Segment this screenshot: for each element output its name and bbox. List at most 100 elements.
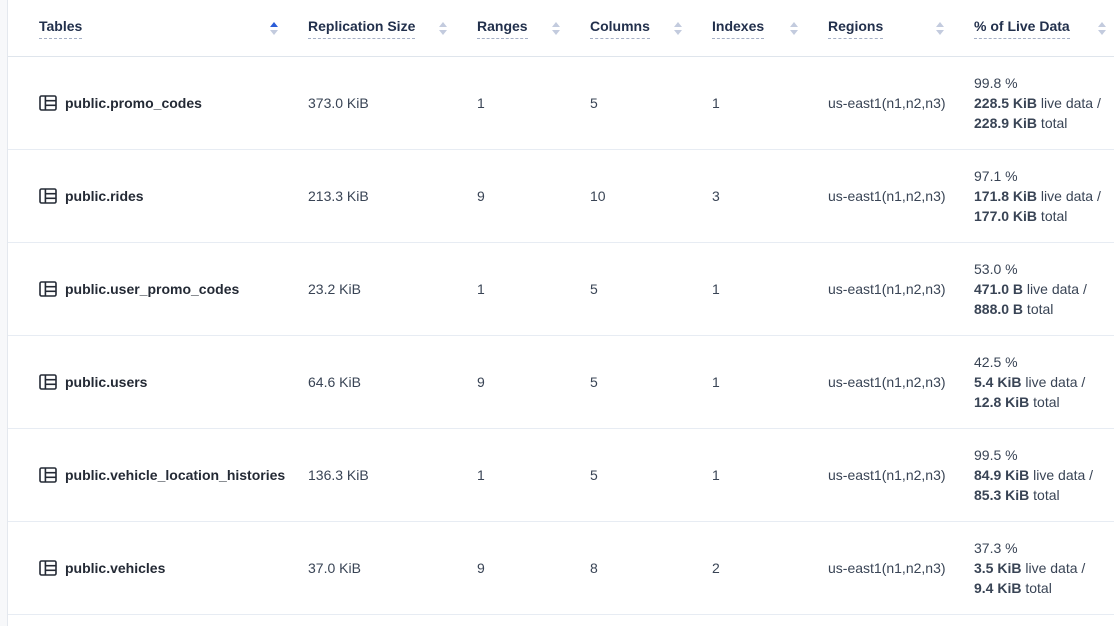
replication-size-cell: 213.3 KiB: [308, 188, 369, 204]
column-header-label: Regions: [828, 18, 884, 39]
indexes-cell: 1: [712, 95, 720, 111]
indexes-cell: 1: [712, 281, 720, 297]
live-percent: 99.5 %: [974, 447, 1018, 463]
live-size-line: 471.0 B live data /: [974, 281, 1087, 297]
columns-cell: 10: [590, 188, 606, 204]
table-name-cell: public.users: [8, 372, 308, 392]
sort-arrows-icon[interactable]: [439, 21, 447, 35]
live-data-cell: 99.8 % 228.5 KiB live data / 228.9 KiB t…: [974, 73, 1114, 133]
live-percent: 97.1 %: [974, 168, 1018, 184]
column-header-tables[interactable]: Tables: [8, 0, 308, 56]
live-size-line: 84.9 KiB live data /: [974, 467, 1094, 483]
columns-cell: 5: [590, 95, 598, 111]
ranges-cell: 1: [477, 95, 485, 111]
table-name-link[interactable]: public.promo_codes: [65, 95, 202, 111]
live-percent: 53.0 %: [974, 261, 1018, 277]
regions-cell: us-east1(n1,n2,n3): [828, 95, 946, 111]
live-percent: 99.8 %: [974, 75, 1018, 91]
replication-size-cell: 37.0 KiB: [308, 560, 361, 576]
sort-arrows-icon[interactable]: [270, 21, 278, 35]
sort-arrows-icon[interactable]: [936, 21, 944, 35]
table-row[interactable]: public.rides 213.3 KiB 9 10 3 us-east1(n…: [8, 150, 1114, 243]
regions-cell: us-east1(n1,n2,n3): [828, 467, 946, 483]
table-icon: [39, 281, 57, 297]
regions-cell: us-east1(n1,n2,n3): [828, 281, 946, 297]
table-name-link[interactable]: public.user_promo_codes: [65, 281, 240, 297]
total-size-line: 177.0 KiB total: [974, 208, 1068, 224]
total-size-line: 9.4 KiB total: [974, 580, 1052, 596]
table-icon: [39, 95, 57, 111]
column-header-percent-live-data[interactable]: % of Live Data: [974, 0, 1114, 56]
replication-size-cell: 136.3 KiB: [308, 467, 369, 483]
table-name-link[interactable]: public.vehicles: [65, 560, 166, 576]
table-icon: [39, 467, 57, 483]
live-percent: 42.5 %: [974, 354, 1018, 370]
total-size-line: 888.0 B total: [974, 301, 1054, 317]
table-name-cell: public.user_promo_codes: [8, 279, 308, 299]
column-header-replication-size[interactable]: Replication Size: [308, 0, 477, 56]
column-header-label: Columns: [590, 18, 650, 39]
regions-cell: us-east1(n1,n2,n3): [828, 374, 946, 390]
table-name-cell: public.promo_codes: [8, 93, 308, 113]
total-size-line: 228.9 KiB total: [974, 115, 1068, 131]
table-icon: [39, 188, 57, 204]
ranges-cell: 9: [477, 374, 485, 390]
regions-cell: us-east1(n1,n2,n3): [828, 188, 946, 204]
table-name-link[interactable]: public.rides: [65, 188, 144, 204]
regions-cell: us-east1(n1,n2,n3): [828, 560, 946, 576]
columns-cell: 5: [590, 374, 598, 390]
table-name-link[interactable]: public.users: [65, 374, 148, 390]
indexes-cell: 1: [712, 374, 720, 390]
table-icon: [39, 374, 57, 390]
sort-arrows-icon[interactable]: [1098, 21, 1106, 35]
indexes-cell: 3: [712, 188, 720, 204]
column-header-columns[interactable]: Columns: [590, 0, 712, 56]
table-icon: [39, 560, 57, 576]
column-header-label: % of Live Data: [974, 18, 1070, 39]
table-row[interactable]: public.users 64.6 KiB 9 5 1 us-east1(n1,…: [8, 336, 1114, 429]
table-row[interactable]: public.promo_codes 373.0 KiB 1 5 1 us-ea…: [8, 57, 1114, 150]
live-data-cell: 99.5 % 84.9 KiB live data / 85.3 KiB tot…: [974, 445, 1114, 505]
ranges-cell: 9: [477, 560, 485, 576]
live-percent: 37.3 %: [974, 540, 1018, 556]
live-data-cell: 97.1 % 171.8 KiB live data / 177.0 KiB t…: [974, 166, 1114, 226]
table-header-row: Tables Replication Size Ranges Columns I…: [8, 0, 1114, 57]
column-header-label: Replication Size: [308, 18, 416, 39]
indexes-cell: 1: [712, 467, 720, 483]
column-header-label: Indexes: [712, 18, 765, 39]
ranges-cell: 9: [477, 188, 485, 204]
table-name-cell: public.rides: [8, 186, 308, 206]
total-size-line: 12.8 KiB total: [974, 394, 1060, 410]
table-row[interactable]: public.vehicle_location_histories 136.3 …: [8, 429, 1114, 522]
ranges-cell: 1: [477, 467, 485, 483]
columns-cell: 5: [590, 467, 598, 483]
live-data-cell: 53.0 % 471.0 B live data / 888.0 B total: [974, 259, 1114, 319]
live-size-line: 3.5 KiB live data /: [974, 560, 1086, 576]
table-name-link[interactable]: public.vehicle_location_histories: [65, 467, 286, 483]
table-row[interactable]: public.user_promo_codes 23.2 KiB 1 5 1 u…: [8, 243, 1114, 336]
column-header-label: Tables: [39, 18, 83, 39]
live-size-line: 5.4 KiB live data /: [974, 374, 1086, 390]
replication-size-cell: 373.0 KiB: [308, 95, 369, 111]
sort-arrows-icon[interactable]: [674, 21, 682, 35]
columns-cell: 8: [590, 560, 598, 576]
ranges-cell: 1: [477, 281, 485, 297]
column-header-regions[interactable]: Regions: [828, 0, 974, 56]
columns-cell: 5: [590, 281, 598, 297]
table-row[interactable]: public.vehicles 37.0 KiB 9 8 2 us-east1(…: [8, 522, 1114, 615]
live-data-cell: 42.5 % 5.4 KiB live data / 12.8 KiB tota…: [974, 352, 1114, 412]
table-name-cell: public.vehicle_location_histories: [8, 465, 308, 485]
table-name-cell: public.vehicles: [8, 558, 308, 578]
replication-size-cell: 64.6 KiB: [308, 374, 361, 390]
column-header-ranges[interactable]: Ranges: [477, 0, 590, 56]
tables-panel: Tables Replication Size Ranges Columns I…: [7, 0, 1114, 626]
sort-arrows-icon[interactable]: [552, 21, 560, 35]
indexes-cell: 2: [712, 560, 720, 576]
column-header-indexes[interactable]: Indexes: [712, 0, 828, 56]
sort-arrows-icon[interactable]: [790, 21, 798, 35]
live-size-line: 228.5 KiB live data /: [974, 95, 1101, 111]
replication-size-cell: 23.2 KiB: [308, 281, 361, 297]
total-size-line: 85.3 KiB total: [974, 487, 1060, 503]
table-body: public.promo_codes 373.0 KiB 1 5 1 us-ea…: [8, 57, 1114, 615]
live-data-cell: 37.3 % 3.5 KiB live data / 9.4 KiB total: [974, 538, 1114, 598]
